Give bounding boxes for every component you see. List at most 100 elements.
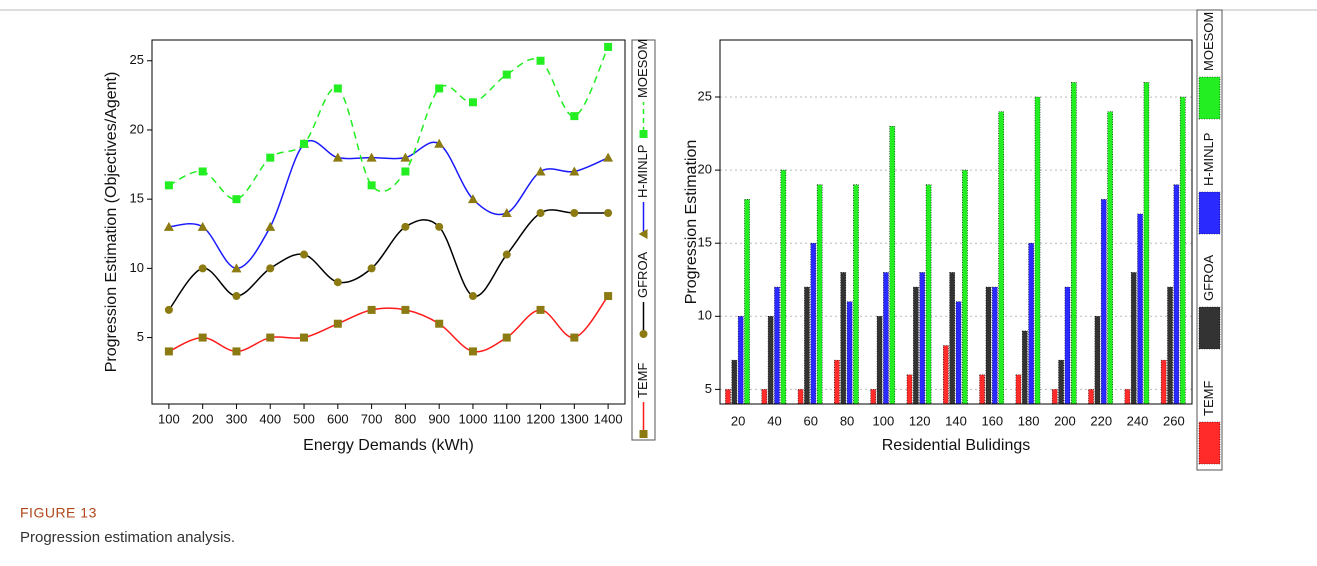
- marker: [468, 98, 477, 107]
- marker: [536, 56, 545, 65]
- bar: [1179, 96, 1186, 405]
- marker: [198, 167, 207, 176]
- marker: [502, 70, 511, 79]
- marker: [468, 347, 477, 356]
- figure-caption: Progression estimation analysis.: [20, 529, 235, 546]
- bar: [955, 301, 962, 405]
- x-tick-label: 100: [158, 411, 180, 426]
- legend-box: [1196, 9, 1223, 471]
- legend-label: TEMF: [1201, 381, 1216, 416]
- bar: [816, 184, 823, 405]
- marker: [401, 167, 410, 176]
- bar: [840, 272, 847, 405]
- bar: [810, 242, 817, 405]
- bar: [1100, 199, 1107, 405]
- bar: [774, 286, 780, 405]
- x-tick-label: 40: [767, 413, 781, 428]
- bar: [1058, 359, 1064, 405]
- bar: [1015, 374, 1022, 405]
- marker: [197, 221, 208, 231]
- legend-label: H-MINLP: [635, 145, 650, 198]
- x-tick-label: 140: [945, 413, 967, 428]
- x-tick-label: 1400: [594, 411, 623, 426]
- legend-swatch: [1198, 191, 1221, 235]
- marker: [501, 208, 512, 218]
- legend-label: GFROA: [635, 251, 650, 298]
- marker: [569, 166, 580, 176]
- series-line: [168, 140, 609, 270]
- bar: [1051, 389, 1058, 405]
- marker: [604, 292, 613, 301]
- marker: [266, 264, 275, 273]
- x-tick-label: 200: [192, 411, 214, 426]
- bar: [992, 286, 998, 405]
- bar: [780, 169, 787, 405]
- x-tick-label: 400: [259, 411, 281, 426]
- x-tick-label: 1200: [526, 411, 555, 426]
- marker: [434, 138, 445, 148]
- marker: [300, 333, 309, 342]
- marker: [164, 181, 173, 190]
- bar: [1137, 213, 1143, 405]
- y-tick-label: 15: [130, 191, 144, 206]
- bar: [925, 184, 932, 405]
- bar: [1167, 286, 1173, 405]
- bar: [985, 286, 992, 405]
- bar: [979, 374, 985, 405]
- marker: [266, 153, 275, 162]
- x-tick-label: 100: [873, 413, 895, 428]
- marker: [232, 347, 241, 356]
- y-tick-label: 5: [705, 381, 712, 396]
- marker: [366, 152, 377, 162]
- bar: [1124, 389, 1131, 405]
- marker: [333, 84, 342, 93]
- legend-swatch: [1198, 421, 1221, 465]
- marker: [570, 333, 579, 342]
- bar: [737, 315, 744, 405]
- legend-label: MOESOM: [1201, 12, 1216, 71]
- marker: [163, 221, 174, 231]
- bar: [1021, 330, 1028, 405]
- bar: [998, 111, 1005, 405]
- marker: [604, 209, 613, 218]
- marker: [400, 152, 411, 162]
- marker: [467, 194, 478, 204]
- plot-frame: [719, 39, 1193, 405]
- marker: [468, 292, 477, 301]
- x-tick-label: 500: [293, 411, 315, 426]
- marker: [638, 229, 648, 239]
- plot-frame: [151, 39, 626, 405]
- bar: [949, 272, 956, 405]
- legend-label: H-MINLP: [1201, 133, 1216, 186]
- marker: [231, 263, 242, 273]
- marker: [332, 152, 343, 162]
- marker: [266, 333, 275, 342]
- bar: [725, 389, 731, 405]
- y-tick-label: 15: [698, 235, 712, 250]
- y-tick-label: 20: [130, 121, 144, 136]
- marker: [300, 250, 309, 259]
- chart: 5 10 15 20 25 Progression Estimation Residenti…: [683, 9, 1223, 471]
- bar: [1034, 96, 1041, 405]
- marker: [300, 139, 309, 148]
- legend: TEMF GFROA H-MINLP MOESOM: [1196, 9, 1223, 471]
- marker: [536, 209, 545, 218]
- legend: TEMF GFROA H-MINLP MOESOM: [631, 39, 656, 441]
- bar: [1094, 315, 1101, 405]
- marker: [198, 333, 207, 342]
- legend-swatch: [1198, 306, 1221, 350]
- marker: [570, 112, 579, 121]
- y-tick-label: 5: [137, 329, 144, 344]
- series-line: [168, 209, 609, 311]
- bar: [1088, 389, 1094, 405]
- bar: [1160, 359, 1167, 405]
- marker: [502, 333, 511, 342]
- marker: [570, 209, 579, 218]
- bar: [1130, 272, 1137, 405]
- bar: [1173, 184, 1180, 405]
- marker: [265, 221, 276, 231]
- marker: [367, 305, 376, 314]
- bar: [942, 345, 949, 405]
- marker: [164, 305, 173, 314]
- bar: [1070, 82, 1077, 405]
